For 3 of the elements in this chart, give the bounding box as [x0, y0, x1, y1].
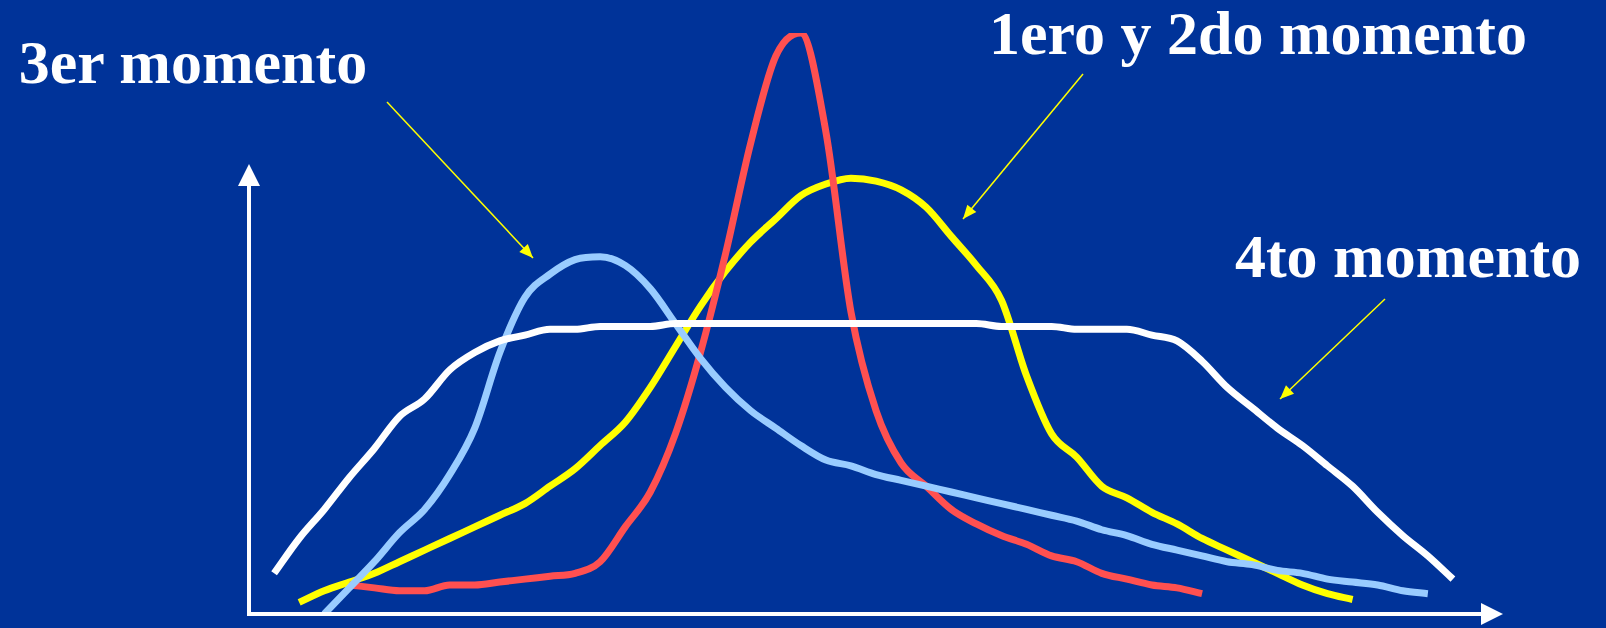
annotation: 3er momento	[18, 28, 368, 97]
annotation: 1ero y 2do momento	[989, 0, 1527, 68]
annotation: 4to momento	[1234, 222, 1582, 291]
